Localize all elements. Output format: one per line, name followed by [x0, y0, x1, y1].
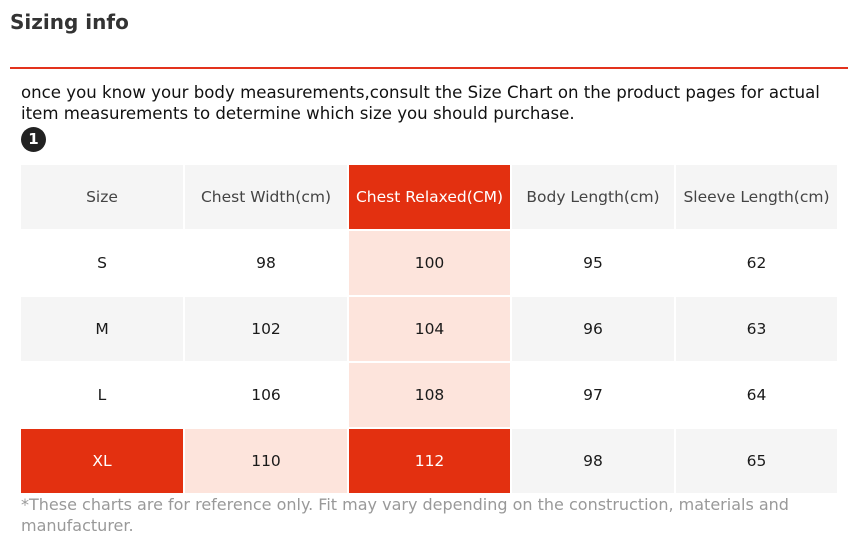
cell-chest-relaxed: 104	[349, 297, 510, 361]
cell-body-length: 95	[512, 231, 674, 295]
cell-sleeve-length: 63	[676, 297, 837, 361]
cell-size: XL	[21, 429, 183, 493]
table-row-s: S 98 100 95 62	[21, 231, 837, 295]
cell-body-length: 98	[512, 429, 674, 493]
cell-chest-relaxed: 112	[349, 429, 510, 493]
intro-text: once you know your body measurements,con…	[21, 83, 820, 123]
header-chest-relaxed: Chest Relaxed(CM)	[349, 165, 510, 229]
cell-sleeve-length: 64	[676, 363, 837, 427]
page-title: Sizing info	[10, 10, 129, 34]
disclaimer-footnote: *These charts are for reference only. Fi…	[21, 495, 789, 535]
table-row-m: M 102 104 96 63	[21, 297, 837, 361]
cell-size: L	[21, 363, 183, 427]
cell-size: S	[21, 231, 183, 295]
cell-sleeve-length: 65	[676, 429, 837, 493]
cell-chest-relaxed: 108	[349, 363, 510, 427]
header-size: Size	[21, 165, 183, 229]
size-chart-table: Size Chest Width(cm) Chest Relaxed(CM) B…	[19, 163, 839, 495]
table-header-row: Size Chest Width(cm) Chest Relaxed(CM) B…	[21, 165, 837, 229]
cell-body-length: 97	[512, 363, 674, 427]
cell-chest-width: 98	[185, 231, 347, 295]
cell-chest-width: 110	[185, 429, 347, 493]
header-body-length: Body Length(cm)	[512, 165, 674, 229]
table-row-l: L 106 108 97 64	[21, 363, 837, 427]
cell-sleeve-length: 62	[676, 231, 837, 295]
header-sleeve-length: Sleeve Length(cm)	[676, 165, 837, 229]
cell-chest-relaxed: 100	[349, 231, 510, 295]
table-row-xl: XL 110 112 98 65	[21, 429, 837, 493]
step-number-badge: 1	[21, 127, 46, 152]
title-divider	[10, 67, 848, 69]
header-chest-width: Chest Width(cm)	[185, 165, 347, 229]
cell-size: M	[21, 297, 183, 361]
cell-chest-width: 106	[185, 363, 347, 427]
cell-body-length: 96	[512, 297, 674, 361]
cell-chest-width: 102	[185, 297, 347, 361]
